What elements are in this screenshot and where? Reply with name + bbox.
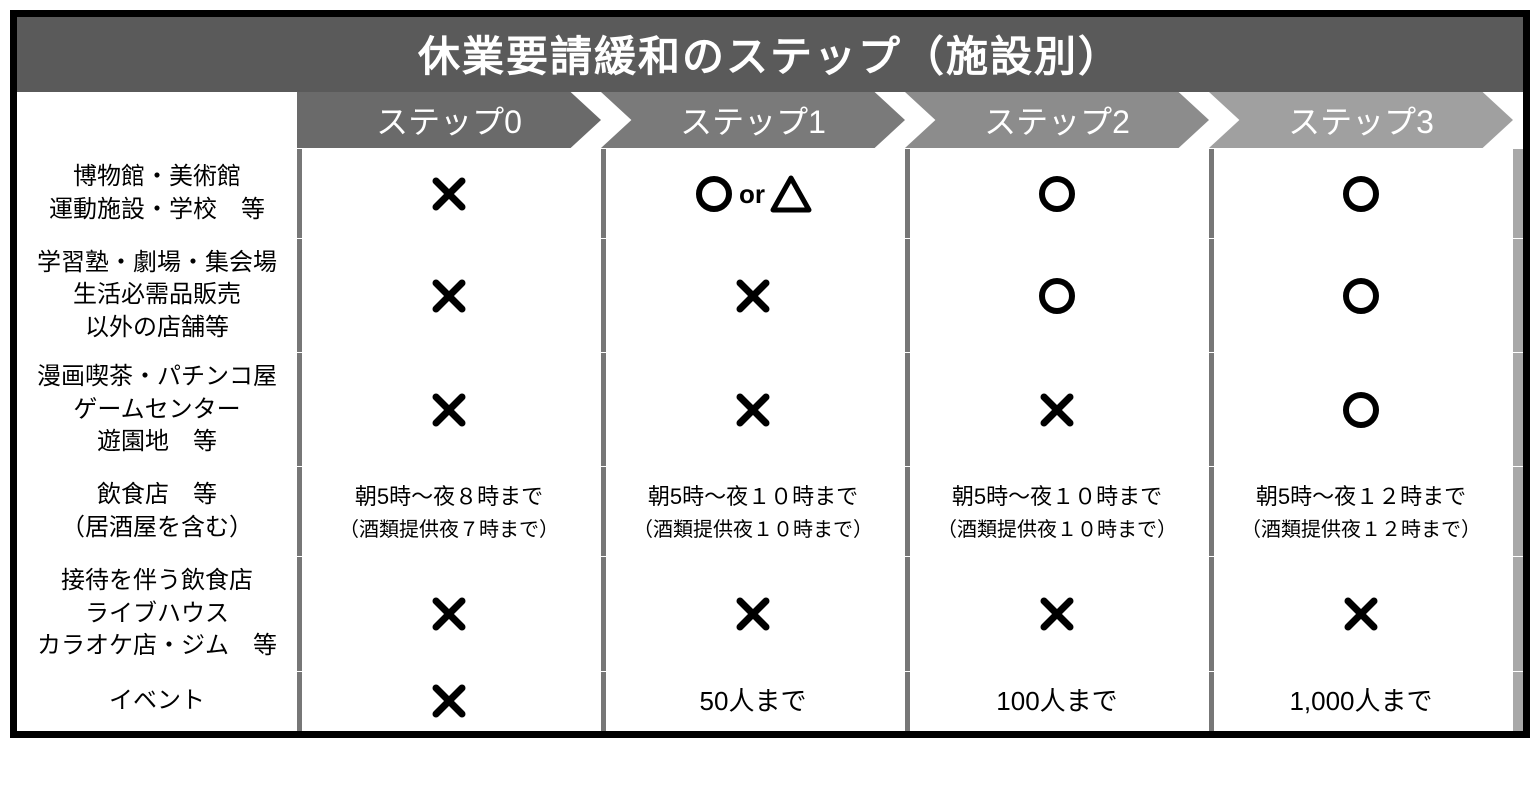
row-label-line: 学習塾・劇場・集会場 <box>37 247 277 279</box>
circle-icon <box>1340 389 1382 431</box>
row-label-line: 博物館・美術館 <box>73 161 241 193</box>
row-label-line: 漫画喫茶・パチンコ屋 <box>37 361 277 393</box>
row-label: 接待を伴う飲食店ライブハウスカラオケ店・ジム 等 <box>17 557 297 670</box>
cell-text-line2: （酒類提供夜１０時まで） <box>937 513 1177 542</box>
circle-icon <box>1036 173 1078 215</box>
cell-text: 100人まで <box>996 683 1117 719</box>
x-icon <box>1038 391 1076 429</box>
x-icon <box>430 595 468 633</box>
title-text: 休業要請緩和のステップ（施設別） <box>418 33 1122 80</box>
x-icon <box>1342 595 1380 633</box>
table-cell: 朝5時～夜１０時まで（酒類提供夜１０時まで） <box>601 467 905 556</box>
table-cell <box>1209 149 1513 238</box>
table-row: 博物館・美術館運動施設・学校 等 or <box>17 148 1523 238</box>
row-label-line: （居酒屋を含む） <box>61 512 253 544</box>
row-end-bar <box>1513 672 1523 731</box>
cell-text-line1: 朝5時～夜１２時まで <box>1256 482 1466 513</box>
table-cell: 1,000人まで <box>1209 672 1513 731</box>
table-frame: 休業要請緩和のステップ（施設別） ステップ0 ステップ1 ステップ2 ステップ3 博物… <box>10 10 1530 738</box>
table-row: イベント 50人まで 100人まで 1,000人まで <box>17 671 1523 731</box>
step-label: ステップ2 <box>984 97 1130 143</box>
steps-header-row: ステップ0 ステップ1 ステップ2 ステップ3 <box>17 92 1523 148</box>
cell-text-line2: （酒類提供夜１０時まで） <box>633 513 873 542</box>
cell-text-line1: 朝5時～夜８時まで <box>355 482 543 513</box>
table-cell: 朝5時～夜１２時まで（酒類提供夜１２時まで） <box>1209 467 1513 556</box>
table-cell <box>297 353 601 466</box>
step-header-1: ステップ1 <box>601 92 905 148</box>
x-icon <box>734 391 772 429</box>
row-label: 漫画喫茶・パチンコ屋ゲームセンター遊園地 等 <box>17 353 297 466</box>
x-icon <box>430 391 468 429</box>
circle-icon <box>1340 173 1382 215</box>
circle-icon <box>1036 275 1078 317</box>
cell-text-line2: （酒類提供夜７時まで） <box>339 513 559 542</box>
table-cell <box>1209 557 1513 670</box>
row-end-bar <box>1513 353 1523 466</box>
table-row: 飲食店 等（居酒屋を含む）朝5時～夜８時まで（酒類提供夜７時まで）朝5時～夜１０… <box>17 466 1523 556</box>
row-label-line: 接待を伴う飲食店 <box>61 565 253 597</box>
row-end-bar <box>1513 467 1523 556</box>
table-cell <box>297 672 601 731</box>
title-bar: 休業要請緩和のステップ（施設別） <box>17 17 1523 92</box>
row-label-line: ゲームセンター <box>73 394 240 426</box>
cell-text: 1,000人まで <box>1289 683 1432 719</box>
table-cell: 100人まで <box>905 672 1209 731</box>
table-body: 博物館・美術館運動施設・学校 等 or 学習塾・劇場・集会場生活必需品販売以外の店舗… <box>17 148 1523 731</box>
table-cell <box>297 149 601 238</box>
x-icon <box>430 682 468 720</box>
x-icon <box>430 175 468 213</box>
table-cell <box>297 557 601 670</box>
row-label-line: 遊園地 等 <box>97 426 217 458</box>
step-header-3: ステップ3 <box>1209 92 1513 148</box>
table-cell <box>905 557 1209 670</box>
row-end-bar <box>1513 239 1523 352</box>
row-label: 学習塾・劇場・集会場生活必需品販売以外の店舗等 <box>17 239 297 352</box>
table-cell <box>1209 239 1513 352</box>
row-end-bar <box>1513 557 1523 670</box>
circle-icon <box>1340 275 1382 317</box>
table-cell: or <box>601 149 905 238</box>
row-label-line: カラオケ店・ジム 等 <box>37 630 277 662</box>
table-cell <box>905 149 1209 238</box>
table-cell <box>905 353 1209 466</box>
table-cell <box>905 239 1209 352</box>
row-label: 飲食店 等（居酒屋を含む） <box>17 467 297 556</box>
table-cell <box>601 353 905 466</box>
steps-spacer <box>17 92 297 148</box>
step-header-0: ステップ0 <box>297 92 601 148</box>
x-icon <box>430 277 468 315</box>
row-label: 博物館・美術館運動施設・学校 等 <box>17 149 297 238</box>
cell-text: 50人まで <box>700 683 807 719</box>
table-row: 漫画喫茶・パチンコ屋ゲームセンター遊園地 等 <box>17 352 1523 466</box>
table-cell: 朝5時～夜１０時まで（酒類提供夜１０時まで） <box>905 467 1209 556</box>
table-cell <box>1209 353 1513 466</box>
step-label: ステップ3 <box>1288 97 1434 143</box>
row-label-line: 運動施設・学校 等 <box>49 194 265 226</box>
table-row: 学習塾・劇場・集会場生活必需品販売以外の店舗等 <box>17 238 1523 352</box>
cell-text-line1: 朝5時～夜１０時まで <box>952 482 1162 513</box>
step-header-2: ステップ2 <box>905 92 1209 148</box>
x-icon <box>1038 595 1076 633</box>
step-label: ステップ1 <box>680 97 826 143</box>
row-label-line: 以外の店舗等 <box>85 312 229 344</box>
table-row: 接待を伴う飲食店ライブハウスカラオケ店・ジム 等 <box>17 556 1523 670</box>
table-cell <box>297 239 601 352</box>
table-cell <box>601 557 905 670</box>
row-label-line: イベント <box>109 685 205 717</box>
x-icon <box>734 595 772 633</box>
table-cell: 50人まで <box>601 672 905 731</box>
table-cell: 朝5時～夜８時まで（酒類提供夜７時まで） <box>297 467 601 556</box>
step-label: ステップ0 <box>376 97 522 143</box>
cell-text-line2: （酒類提供夜１２時まで） <box>1241 513 1481 542</box>
row-label-line: 飲食店 等 <box>97 479 217 511</box>
circle-or-triangle-icon: or <box>693 173 813 215</box>
row-label: イベント <box>17 672 297 731</box>
cell-text-line1: 朝5時～夜１０時まで <box>648 482 858 513</box>
row-label-line: 生活必需品販売 <box>73 279 241 311</box>
x-icon <box>734 277 772 315</box>
row-label-line: ライブハウス <box>85 598 229 630</box>
table-cell <box>601 239 905 352</box>
row-end-bar <box>1513 149 1523 238</box>
